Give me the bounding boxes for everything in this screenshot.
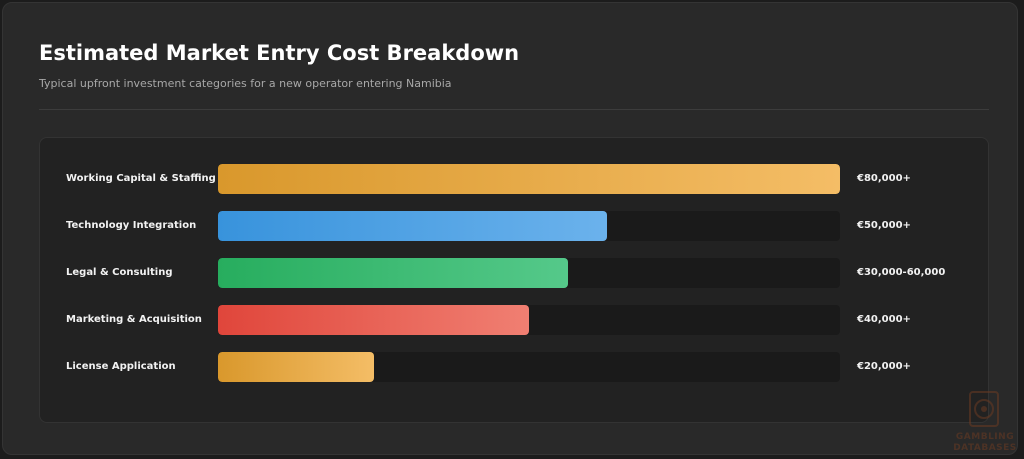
bar-row: Legal & Consulting €30,000-60,000 bbox=[40, 258, 988, 288]
category-label: Working Capital & Staffing bbox=[66, 173, 216, 184]
header-divider bbox=[39, 109, 989, 110]
value-label: €50,000+ bbox=[857, 220, 911, 231]
watermark-text-line2: DATABASES bbox=[953, 443, 1017, 453]
bar-row: Marketing & Acquisition €40,000+ bbox=[40, 305, 988, 335]
bar bbox=[218, 164, 840, 194]
bar bbox=[218, 305, 529, 335]
bar-row: Technology Integration €50,000+ bbox=[40, 211, 988, 241]
value-label: €20,000+ bbox=[857, 361, 911, 372]
page-title: Estimated Market Entry Cost Breakdown bbox=[39, 41, 520, 65]
bar-row: License Application €20,000+ bbox=[40, 352, 988, 382]
value-label: €80,000+ bbox=[857, 173, 911, 184]
watermark-text-line1: GAMBLING bbox=[955, 432, 1015, 442]
bar-track bbox=[218, 258, 840, 288]
category-label: Technology Integration bbox=[66, 220, 197, 231]
value-label: €40,000+ bbox=[857, 314, 911, 325]
bar-track bbox=[218, 164, 840, 194]
chart-card: Estimated Market Entry Cost Breakdown Ty… bbox=[2, 2, 1018, 455]
bar bbox=[218, 352, 374, 382]
bar-track bbox=[218, 352, 840, 382]
category-label: Legal & Consulting bbox=[66, 267, 173, 278]
bar-track bbox=[218, 211, 840, 241]
category-label: Marketing & Acquisition bbox=[66, 314, 202, 325]
bar-row: Working Capital & Staffing €80,000+ bbox=[40, 164, 988, 194]
bar-chart: Working Capital & Staffing €80,000+ Techno… bbox=[39, 137, 989, 423]
category-label: License Application bbox=[66, 361, 176, 372]
bar-track bbox=[218, 305, 840, 335]
bar bbox=[218, 211, 607, 241]
value-label: €30,000-60,000 bbox=[857, 267, 946, 278]
page-subtitle: Typical upfront investment categories fo… bbox=[39, 77, 452, 90]
bar bbox=[218, 258, 568, 288]
watermark-logo-icon bbox=[969, 391, 999, 427]
gambling-databases-watermark: GAMBLING DATABASES bbox=[950, 390, 1020, 456]
